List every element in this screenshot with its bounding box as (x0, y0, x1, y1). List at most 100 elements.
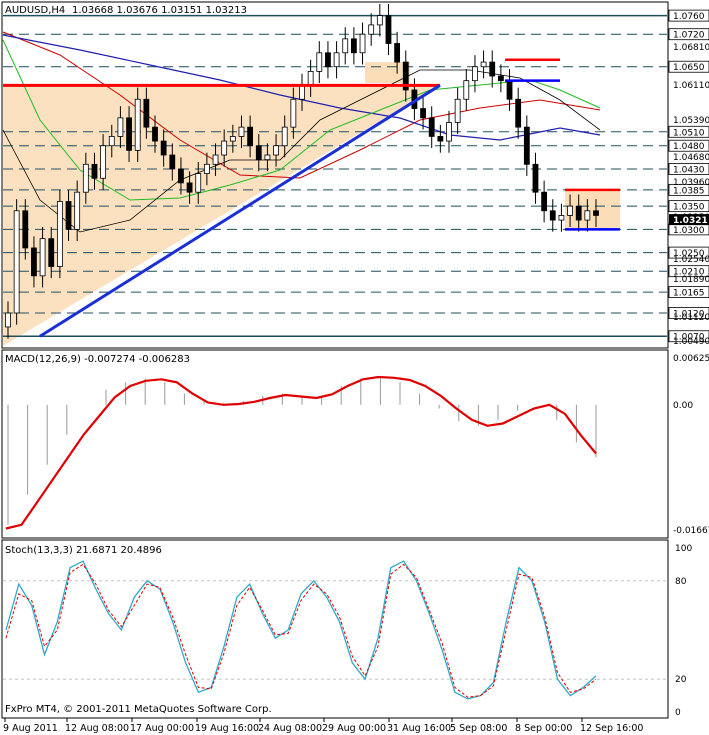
candle-body-41 (359, 33, 366, 54)
x-tick-7: 5 Sep 08:00 (450, 723, 507, 734)
stoch-layer (3, 560, 667, 700)
candle-body-39 (342, 38, 349, 54)
candle-body-11 (100, 145, 107, 179)
candle-body-27 (238, 126, 245, 137)
x-tick-2: 17 Aug 00:00 (130, 723, 194, 734)
level-label-7: 1.0350 (673, 203, 705, 213)
level-tag-12 (668, 307, 709, 319)
candle-body-9 (82, 163, 89, 193)
level-tag-4 (668, 139, 709, 152)
candle-body-34 (299, 84, 305, 100)
stoch-tick-3: 0 (675, 708, 681, 718)
top-box-zone (365, 62, 410, 83)
level-tag-7 (668, 200, 709, 213)
candle-body-51 (446, 122, 452, 142)
price-tick-4: 1.03960 (673, 178, 709, 188)
stoch-signal-line (5, 563, 597, 698)
level-label-13: 1.0070 (673, 333, 705, 343)
uptrend-line (39, 84, 441, 338)
candle-body-7 (65, 201, 72, 230)
candle-body-58 (506, 80, 513, 100)
candle-body-55 (480, 61, 487, 68)
candle-body-50 (437, 136, 444, 142)
candle-body-14 (126, 117, 132, 151)
candle-body-24 (212, 154, 219, 165)
stoch-tick-0: 100 (675, 544, 692, 554)
candle-body-43 (376, 15, 383, 26)
candle-body-21 (186, 182, 193, 193)
candle-body-38 (333, 52, 340, 68)
candle-body-60 (523, 126, 530, 165)
macd-label: MACD(12,26,9) -0.007274 -0.006283 (5, 354, 190, 365)
x-tick-3: 19 Aug 16:00 (195, 723, 259, 734)
candle-body-23 (203, 163, 210, 175)
price-tick-3: 1.04680 (673, 153, 709, 163)
candle-body-13 (117, 117, 124, 137)
level-label-5: 1.0430 (673, 165, 705, 175)
stoch-panel-frame (1, 539, 669, 719)
candle-body-67 (584, 210, 591, 221)
candle-body-35 (307, 70, 314, 86)
candle-body-65 (567, 205, 573, 216)
level-label-12: 1.0120 (673, 310, 705, 320)
level-label-4: 1.0480 (673, 142, 705, 152)
price-tick-1: 1.06110 (673, 81, 709, 91)
candle-body-52 (454, 98, 461, 123)
stoch-tick-2: 20 (675, 675, 687, 685)
level-label-2: 1.0650 (673, 63, 705, 73)
candle-body-25 (221, 140, 228, 156)
level-label-10: 1.0210 (673, 268, 705, 278)
candle-body-61 (532, 163, 539, 193)
level-tag-0 (668, 9, 709, 22)
candle-body-15 (134, 98, 141, 151)
candle-body-20 (178, 168, 184, 184)
candle-body-32 (281, 126, 288, 147)
macd-layer (5, 375, 597, 530)
candle-body-62 (541, 191, 548, 212)
candle-body-16 (143, 98, 150, 128)
level-tag-5 (668, 163, 709, 175)
current-price-tag (669, 214, 709, 226)
candle-body-45 (394, 43, 401, 63)
level-tag-10 (668, 265, 709, 278)
copyright-footer: FxPro MT4, © 2001-2011 MetaQuotes Softwa… (5, 704, 272, 715)
price-layer (2, 4, 667, 346)
level-label-11: 1.0165 (673, 289, 705, 299)
price-tick-8: 1.01120 (673, 313, 709, 323)
candle-body-57 (497, 75, 504, 82)
ma-blue (2, 34, 601, 141)
candle-body-40 (350, 38, 357, 54)
stoch-main-line (5, 560, 597, 700)
candle-body-31 (273, 145, 279, 156)
x-tick-9: 12 Sep 16:00 (580, 723, 643, 734)
level-label-1: 1.0720 (673, 31, 705, 41)
candle-body-22 (195, 173, 202, 193)
candle-body-54 (472, 66, 478, 82)
price-tick-9: 1.00490 (673, 337, 709, 347)
level-tag-3 (668, 125, 709, 138)
candle-body-53 (463, 80, 470, 100)
candle-body-6 (56, 201, 63, 267)
candle-body-10 (91, 163, 98, 179)
level-label-0: 1.0760 (673, 12, 705, 22)
x-tick-8: 8 Sep 00:00 (515, 723, 572, 734)
candle-body-64 (558, 215, 565, 221)
price-tick-6: 1.02540 (673, 255, 709, 265)
candle-body-48 (420, 108, 426, 119)
candle-body-42 (368, 24, 375, 35)
price-tick-2: 1.05390 (673, 116, 709, 126)
current-price-label: 1.0321 (673, 216, 708, 226)
candle-body-0 (5, 312, 11, 328)
ma-black (2, 69, 601, 233)
candle-body-2 (22, 210, 29, 249)
candle-body-30 (264, 154, 271, 161)
ma-red (2, 31, 601, 179)
candle-body-36 (316, 52, 323, 72)
candle-body-46 (402, 61, 409, 91)
candle-body-28 (247, 126, 254, 147)
macd-tick-2: -0.01667 (673, 526, 709, 536)
level-label-9: 1.0250 (673, 249, 705, 259)
candle-body-5 (48, 238, 55, 267)
